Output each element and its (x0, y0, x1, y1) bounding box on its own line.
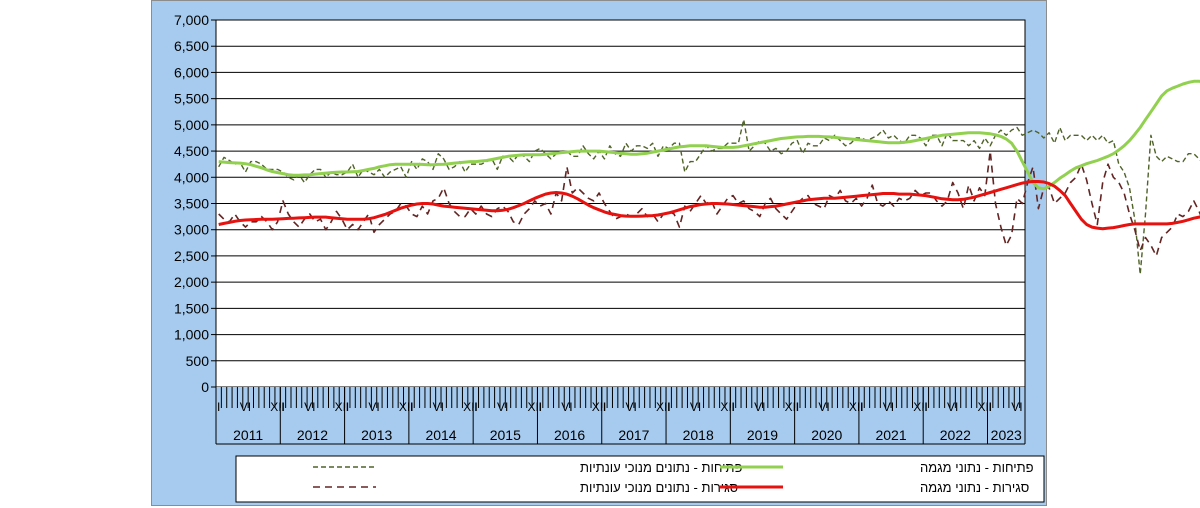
month-label: VI (240, 400, 251, 414)
month-label: I (217, 400, 220, 414)
y-tick-label: 4,500 (174, 143, 209, 159)
y-tick-label: 500 (186, 353, 210, 369)
month-label: I (796, 400, 799, 414)
legend-box (235, 455, 1045, 503)
y-tick-label: 5,000 (174, 117, 209, 133)
legend-openings-raw-label: פתיחות - נתונים מנוכי עונתיות (580, 460, 742, 475)
legend-closures-trend-label: סגירות - נתוני מגמה (920, 480, 1029, 495)
y-tick-label: 3,500 (174, 196, 209, 212)
month-label: XII (270, 400, 285, 414)
y-tick-label: 7,000 (174, 12, 209, 28)
month-label: I (538, 400, 541, 414)
month-label: XII (656, 400, 671, 414)
year-label: 2014 (425, 427, 456, 443)
y-tick-label: 2,500 (174, 248, 209, 264)
y-tick-label: 5,500 (174, 91, 209, 107)
month-label: VI (561, 400, 572, 414)
legend-closures-raw-label: סגירות - נתונים מנוכי עונתיות (580, 480, 738, 495)
closures-raw-line (218, 150, 1200, 257)
month-label: I (410, 400, 413, 414)
month-label: XII (913, 400, 928, 414)
month-label: VI (947, 400, 958, 414)
month-label: XII (785, 400, 800, 414)
month-label: VI (754, 400, 765, 414)
legend-openings-trend-label: פתיחות - נתוני מגמה (920, 460, 1034, 475)
month-label: VI (497, 400, 508, 414)
month-label: VI (368, 400, 379, 414)
month-label: I (924, 400, 927, 414)
month-label: I (281, 400, 284, 414)
y-tick-label: 2,000 (174, 274, 209, 290)
year-label: 2021 (875, 427, 906, 443)
y-tick-label: 1,000 (174, 327, 209, 343)
year-label: 2013 (361, 427, 392, 443)
month-label: XII (977, 400, 992, 414)
year-label: 2012 (297, 427, 328, 443)
y-tick-label: 6,500 (174, 38, 209, 54)
year-label: 2015 (490, 427, 521, 443)
year-label: 2011 (233, 427, 263, 443)
year-label: 2017 (618, 427, 649, 443)
month-label: XII (849, 400, 864, 414)
y-tick-label: 4,000 (174, 169, 209, 185)
month-label: XII (527, 400, 542, 414)
year-label: 2018 (683, 427, 714, 443)
openings-trend-line (218, 79, 1200, 191)
openings-raw-line (218, 118, 1200, 275)
month-label: I (474, 400, 477, 414)
month-label: I (603, 400, 606, 414)
month-label: I (860, 400, 863, 414)
month-label: XII (399, 400, 414, 414)
month-label: XII (463, 400, 478, 414)
year-label: 2019 (747, 427, 778, 443)
month-label: VI (818, 400, 829, 414)
y-tick-label: 0 (201, 379, 209, 395)
month-label: I (731, 400, 734, 414)
month-label: I (989, 400, 992, 414)
y-tick-label: 3,000 (174, 222, 209, 238)
month-label: VI (433, 400, 444, 414)
month-label: VI (626, 400, 637, 414)
month-label: XII (592, 400, 607, 414)
month-label: VI (304, 400, 315, 414)
x-axis-band (216, 387, 1025, 444)
month-label: VI (690, 400, 701, 414)
month-label: I (667, 400, 670, 414)
y-tick-label: 6,000 (174, 64, 209, 80)
month-label: I (346, 400, 349, 414)
y-tick-label: 1,500 (174, 300, 209, 316)
month-label: VI (883, 400, 894, 414)
year-label: 2022 (940, 427, 971, 443)
month-label: XII (720, 400, 735, 414)
month-label: VI (1011, 400, 1022, 414)
year-label: 2020 (811, 427, 842, 443)
year-label: 2023 (991, 427, 1022, 443)
year-label: 2016 (554, 427, 585, 443)
closures-trend-line (218, 180, 1200, 231)
month-label: XII (335, 400, 350, 414)
